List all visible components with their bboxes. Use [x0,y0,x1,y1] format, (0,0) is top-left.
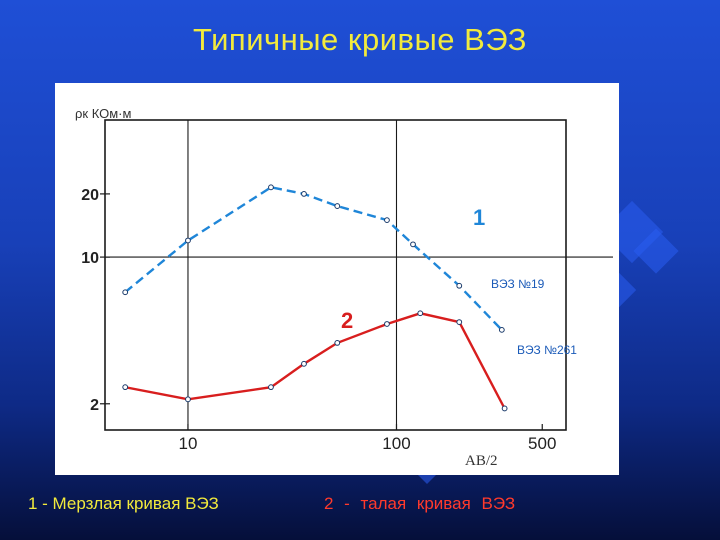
data-point [334,203,341,209]
series-2-marker: 2 [341,308,353,333]
y-tick-label: 20 [81,187,99,204]
x-tick-label: 500 [528,434,556,453]
data-point [501,405,508,412]
x-tick-label: 100 [382,434,410,453]
y-tick-label: 10 [81,250,99,267]
data-point [301,191,307,197]
data-point [268,384,274,391]
data-point [122,384,129,391]
data-point [185,396,191,403]
x-tick-label: 10 [179,434,198,453]
data-point [417,310,424,317]
data-point [456,282,463,289]
series-2-name: ВЭЗ №261 [517,343,577,357]
data-point [122,289,129,296]
series-1-name: ВЭЗ №19 [491,277,545,291]
series-line-2 [124,312,506,410]
data-point [185,237,191,244]
data-point [456,319,463,326]
vez-chart: 10 100 500 2 10 20 ρк КОм·м AB/2 1 2 ВЭЗ №19 ВЭЗ №2… [75,106,613,469]
data-point [384,217,390,224]
data-point [268,184,274,191]
y-axis-label: ρк КОм·м [75,106,131,121]
chart-panel: 10 100 500 2 10 20 ρк КОм·м AB/2 1 2 ВЭЗ №19 ВЭЗ №2… [55,83,619,475]
data-point [384,321,390,327]
caption-thawed-curve: 2 - талая кривая ВЭЗ [324,494,516,513]
plot-frame [104,119,567,431]
data-point [410,241,416,248]
y-tick-label: 2 [90,397,99,414]
data-point [301,360,307,367]
data-point [498,326,505,333]
series-1-marker: 1 [473,205,485,230]
series-line-1 [124,186,503,331]
slide-title: Типичные кривые ВЭЗ [193,22,527,57]
data-point [334,340,341,346]
x-axis-label: AB/2 [465,453,498,469]
caption-frozen-curve: 1 - Мерзлая кривая ВЭЗ [28,494,219,513]
